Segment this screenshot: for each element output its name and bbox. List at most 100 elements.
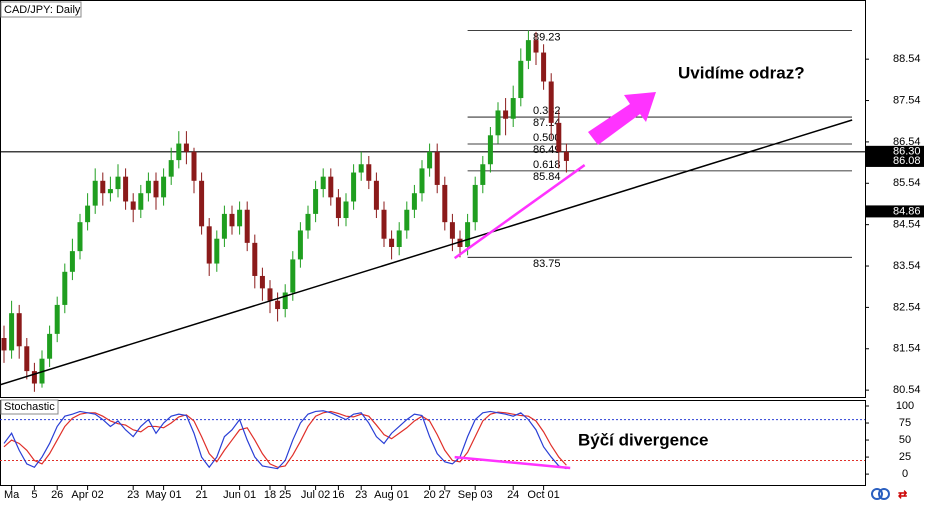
- candle-body: [9, 313, 15, 351]
- x-tick-label: 21: [195, 489, 207, 501]
- candle-body: [290, 259, 296, 293]
- price-tag: [866, 145, 924, 158]
- candle-body: [275, 300, 281, 310]
- candle-body: [366, 164, 372, 181]
- candle-body: [533, 40, 539, 53]
- y-tick-label: 50: [899, 434, 911, 446]
- divergence-line: [453, 164, 586, 260]
- candle-body: [556, 122, 562, 152]
- x-tick-label: 24: [507, 489, 519, 501]
- candle-body: [358, 164, 364, 173]
- x-tick-label: 18: [264, 489, 276, 501]
- candle-body: [404, 209, 410, 231]
- candle-body: [305, 213, 311, 231]
- candle-body: [153, 180, 159, 198]
- candle-body: [510, 98, 516, 119]
- y-tick-label: 0: [902, 468, 908, 480]
- main-panel: [0, 0, 866, 398]
- annotation: Býčí divergence: [578, 430, 708, 449]
- candle-body: [411, 193, 417, 210]
- candle-body: [138, 193, 144, 210]
- candle-body: [525, 40, 531, 61]
- x-tick-label: May 01: [146, 489, 182, 501]
- candle-body: [465, 222, 471, 247]
- candle-body: [335, 197, 341, 219]
- x-tick-label: Aug 01: [374, 489, 409, 501]
- fib-price-label: 85.84: [533, 171, 561, 183]
- candle-body: [351, 172, 357, 202]
- trendline: [0, 119, 853, 386]
- y-tick-label: 84.54: [893, 219, 921, 231]
- candle-body: [176, 143, 182, 161]
- candle-body: [237, 209, 243, 227]
- x-tick-label: Ma: [4, 489, 20, 501]
- candle-body: [328, 176, 334, 198]
- y-tick-label: 80.54: [893, 384, 921, 396]
- y-tick-label: 86.54: [893, 136, 921, 148]
- candle-body: [85, 205, 91, 223]
- subtitle-box: [0, 399, 59, 415]
- candle-body: [123, 176, 129, 202]
- y-tick-label: 25: [899, 451, 911, 463]
- y-tick-label: 81.54: [893, 343, 921, 355]
- candle-body: [480, 164, 486, 185]
- stochastic-title: Stochastic: [4, 401, 55, 413]
- candle-body: [389, 238, 395, 247]
- stochastic-line: [3, 410, 567, 470]
- candle-body: [168, 160, 174, 177]
- candle-body: [313, 189, 319, 214]
- chart-title: CAD/JPY: Daily: [4, 4, 81, 16]
- candle-body: [495, 110, 501, 136]
- candle-body: [373, 180, 379, 210]
- fib-label: 89.23: [533, 32, 561, 44]
- x-tick-label: Jul 02: [301, 489, 330, 501]
- candle-body: [24, 346, 30, 372]
- candle-body: [183, 143, 189, 152]
- candle-body: [100, 180, 106, 194]
- candle-body: [320, 176, 326, 190]
- y-tick-label: 85.54: [893, 177, 921, 189]
- divergence-line: [454, 455, 571, 470]
- candle-body: [442, 184, 448, 223]
- candle-body: [518, 60, 524, 99]
- candle-body: [115, 176, 121, 190]
- price-tag-label: 86.30: [893, 146, 921, 158]
- price-tag: [866, 205, 924, 218]
- candle-body: [343, 201, 349, 219]
- candle-body: [449, 222, 455, 239]
- x-tick-label: 20: [423, 489, 435, 501]
- fib-ratio-label: 0.500: [533, 132, 561, 144]
- candle-body: [419, 168, 425, 194]
- candle-body: [130, 201, 136, 210]
- candle-body: [244, 209, 250, 243]
- candle-body: [145, 180, 151, 194]
- candle-body: [503, 110, 509, 119]
- candle-body: [1, 338, 7, 351]
- annotation: Uvidíme odraz?: [678, 63, 805, 82]
- plot: 80.54 81.54 82.54 83.54 84.54 85.54 86.54 87.54…: [0, 30, 924, 501]
- candle-body: [396, 230, 402, 247]
- fib-label: 83.75: [533, 258, 561, 270]
- candle-body: [297, 230, 303, 260]
- y-tick-label: 88.54: [893, 53, 921, 65]
- candle-body: [487, 135, 493, 165]
- candle-body: [214, 238, 220, 264]
- candle-body: [206, 226, 212, 264]
- candle-body: [381, 209, 387, 239]
- candle-body: [16, 313, 22, 347]
- candle-body: [229, 213, 235, 227]
- x-tick-label: Jun 01: [223, 489, 256, 501]
- candle-body: [161, 176, 167, 198]
- x-tick-label: 25: [279, 489, 291, 501]
- y-tick-label: 75: [899, 417, 911, 429]
- candle-body: [541, 52, 547, 82]
- fib-ratio-label: 0.382: [533, 105, 561, 117]
- candle-body: [427, 151, 433, 169]
- candle-body: [54, 304, 60, 334]
- price-tag-label: 84.86: [893, 205, 921, 217]
- fib-price-label: 86.49: [533, 144, 561, 156]
- candle-body: [472, 184, 478, 223]
- candle-body: [69, 251, 75, 272]
